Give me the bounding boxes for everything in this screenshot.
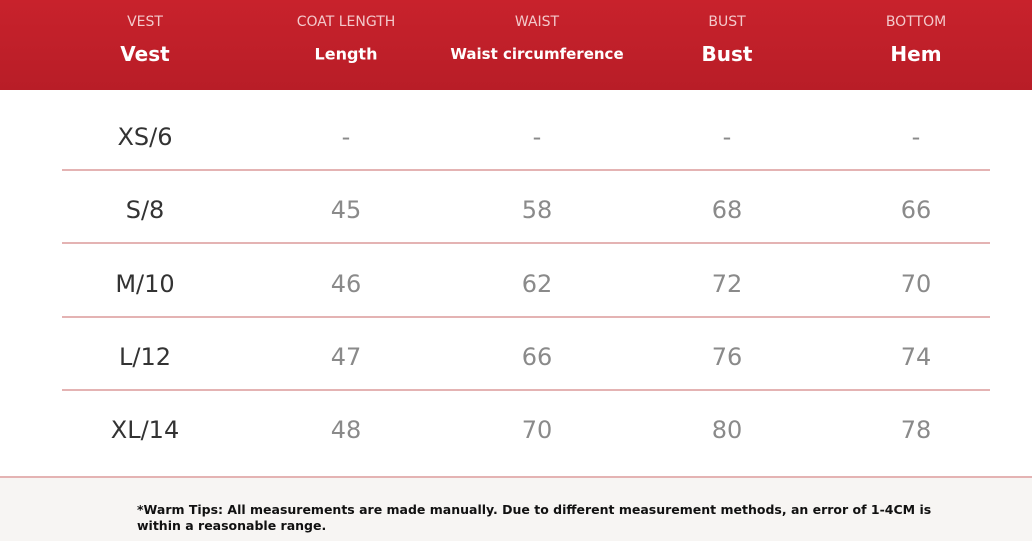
measurement: 70 — [521, 416, 553, 444]
measurement: 46 — [330, 270, 362, 298]
measurement: 76 — [711, 343, 743, 371]
measurement: 66 — [521, 343, 553, 371]
table-header: VEST Vest COAT LENGTH Length WAIST Waist circ… — [0, 0, 1032, 90]
row-separator — [62, 242, 990, 244]
measurement: - — [722, 123, 732, 151]
footer-note: *Warm Tips: All measurements are made ma… — [137, 502, 932, 533]
size-label: M/10 — [115, 270, 175, 298]
column-title: Bust — [701, 42, 753, 66]
measurement: 58 — [521, 196, 553, 224]
measurement: 70 — [900, 270, 932, 298]
row-separator — [62, 169, 990, 171]
measurement: - — [341, 123, 351, 151]
row-separator — [62, 389, 990, 391]
measurement: 62 — [521, 270, 553, 298]
measurement: 45 — [330, 196, 362, 224]
column-title: Waist circumference — [450, 45, 624, 63]
column-label: BOTTOM — [885, 14, 947, 30]
column-label: COAT LENGTH — [296, 14, 396, 30]
measurement: 78 — [900, 416, 932, 444]
column-label: VEST — [127, 14, 163, 30]
size-label: L/12 — [119, 343, 171, 371]
measurement: 66 — [900, 196, 932, 224]
footer: *Warm Tips: All measurements are made ma… — [0, 476, 1032, 541]
column-title: Hem — [890, 42, 942, 66]
row-separator — [62, 316, 990, 318]
size-label: S/8 — [125, 196, 165, 224]
measurement: - — [911, 123, 921, 151]
measurement: 48 — [330, 416, 362, 444]
measurement: 74 — [900, 343, 932, 371]
measurement: 80 — [711, 416, 743, 444]
column-label: WAIST — [514, 14, 560, 30]
measurement: 47 — [330, 343, 362, 371]
column-label: BUST — [708, 14, 746, 30]
measurement: 72 — [711, 270, 743, 298]
measurement: 68 — [711, 196, 743, 224]
size-label: XL/14 — [110, 416, 180, 444]
size-label: XS/6 — [117, 123, 173, 151]
column-title: Length — [314, 44, 378, 64]
column-title: Vest — [120, 42, 170, 66]
measurement: - — [532, 123, 542, 151]
